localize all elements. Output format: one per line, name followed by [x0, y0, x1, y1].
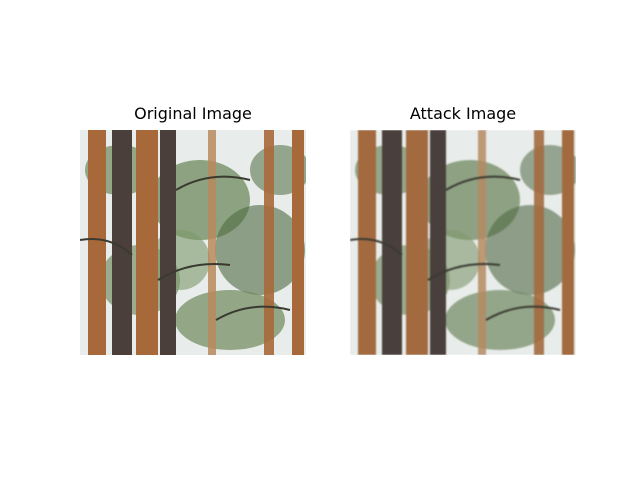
- original-image: [80, 130, 306, 355]
- attack-image: [350, 130, 576, 355]
- forest-photo-original: [80, 130, 306, 355]
- attack-image-title: Attack Image: [409, 104, 517, 123]
- original-image-title: Original Image: [134, 104, 252, 123]
- tree-trunks: [88, 130, 304, 355]
- tree-trunks: [358, 130, 574, 355]
- forest-photo-attack: [350, 130, 576, 355]
- branches: [350, 175, 561, 321]
- branches: [80, 175, 291, 321]
